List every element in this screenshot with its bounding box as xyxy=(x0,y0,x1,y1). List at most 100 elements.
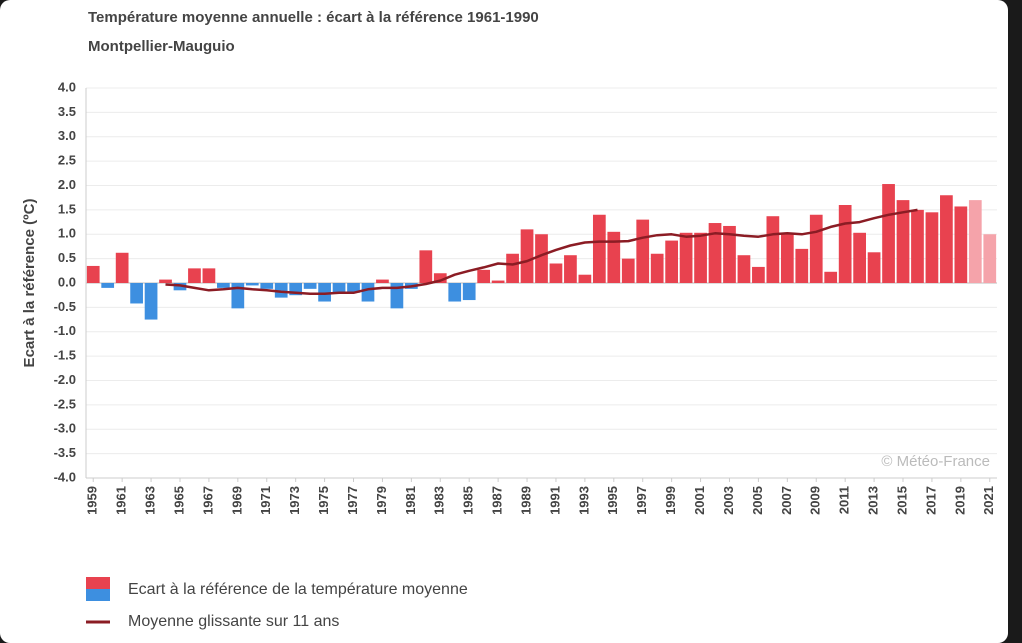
y-tick-label: -0.5 xyxy=(54,299,76,314)
y-tick-label: 4.0 xyxy=(58,79,76,94)
bar xyxy=(940,195,953,283)
x-tick-label: 1983 xyxy=(432,486,447,515)
bar xyxy=(838,205,852,283)
bar xyxy=(520,229,534,283)
bar xyxy=(419,250,433,283)
bar xyxy=(390,283,404,309)
chart-title: Température moyenne annuelle : écart à l… xyxy=(88,9,539,26)
x-tick-label: 2001 xyxy=(692,486,707,515)
bar xyxy=(809,214,823,283)
y-axis-label: Ecart à la référence (ºC) xyxy=(21,199,38,368)
bar xyxy=(462,283,476,301)
bar xyxy=(650,253,664,283)
bar xyxy=(448,283,462,302)
bar xyxy=(535,234,548,283)
bar xyxy=(694,232,707,283)
bar xyxy=(506,253,519,283)
y-tick-label: 3.5 xyxy=(58,104,76,119)
y-tick-label: 3.0 xyxy=(58,128,76,143)
bar xyxy=(347,283,360,293)
x-tick-label: 2007 xyxy=(779,486,794,515)
legend-swatch xyxy=(86,577,110,589)
x-tick-label: 1975 xyxy=(316,486,331,515)
bar xyxy=(115,252,129,283)
bar xyxy=(202,268,216,283)
x-tick-label: 1959 xyxy=(85,486,100,515)
bar xyxy=(361,283,375,302)
bar xyxy=(592,214,606,283)
x-tick-label: 1967 xyxy=(200,486,215,515)
x-tick-label: 2013 xyxy=(866,486,881,515)
x-tick-label: 1993 xyxy=(576,486,591,515)
bar xyxy=(303,283,317,289)
y-tick-label: 0.0 xyxy=(58,274,76,289)
x-tick-label: 1995 xyxy=(605,486,620,515)
x-tick-label: 1991 xyxy=(547,486,562,515)
x-tick-label: 1961 xyxy=(114,486,129,515)
bar xyxy=(332,283,346,294)
x-tick-label: 1981 xyxy=(403,486,418,515)
x-tick-label: 1963 xyxy=(143,486,158,515)
bar xyxy=(882,184,895,283)
bar xyxy=(376,279,389,283)
chart-subtitle: Montpellier-Mauguio xyxy=(88,38,235,55)
bar xyxy=(86,265,100,283)
y-tick-label: -2.0 xyxy=(54,372,76,387)
y-tick-label: 2.5 xyxy=(58,153,76,168)
x-tick-label: 2011 xyxy=(837,486,852,514)
x-tick-label: 1985 xyxy=(461,486,476,515)
bar xyxy=(549,263,563,283)
bar xyxy=(665,240,679,283)
x-tick-label: 2017 xyxy=(923,486,938,515)
x-tick-label: 2015 xyxy=(894,486,909,515)
x-tick-label: 1971 xyxy=(258,486,273,515)
legend-label: Ecart à la référence de la température m… xyxy=(128,581,468,598)
x-tick-label: 1989 xyxy=(518,486,533,515)
x-tick-label: 1987 xyxy=(490,486,505,515)
bar xyxy=(737,255,751,283)
x-tick-label: 2003 xyxy=(721,486,736,515)
bar xyxy=(954,206,968,283)
y-tick-label: -3.5 xyxy=(54,445,76,460)
bar xyxy=(433,273,447,283)
bar xyxy=(780,234,794,283)
bar xyxy=(245,283,259,286)
x-tick-label: 1973 xyxy=(287,486,302,515)
x-tick-label: 1997 xyxy=(634,486,649,515)
x-tick-label: 2005 xyxy=(750,486,765,515)
bar xyxy=(260,283,274,289)
watermark: © Météo-France xyxy=(881,453,990,470)
legend-swatch xyxy=(86,589,110,601)
bar xyxy=(867,252,881,283)
y-tick-label: -4.0 xyxy=(54,469,76,484)
bar xyxy=(911,209,924,283)
y-tick-label: 0.5 xyxy=(58,250,76,265)
bar xyxy=(101,283,115,288)
bar xyxy=(636,219,650,283)
x-tick-label: 2009 xyxy=(808,486,823,515)
bar xyxy=(217,283,230,288)
x-tick-label: 1965 xyxy=(171,486,186,515)
bar xyxy=(896,200,910,283)
x-tick-label: 1977 xyxy=(345,486,360,515)
moving-average-line xyxy=(165,208,918,295)
legend-label: Moyenne glissante sur 11 ans xyxy=(128,613,339,630)
x-tick-label: 2021 xyxy=(981,486,996,515)
bar xyxy=(274,283,288,298)
x-tick-label: 1979 xyxy=(374,486,389,515)
bar xyxy=(564,255,577,283)
y-tick-label: -1.5 xyxy=(54,348,76,363)
bar xyxy=(766,216,780,283)
bar xyxy=(925,212,939,283)
y-tick-label: -3.0 xyxy=(54,421,76,436)
bar xyxy=(159,279,172,283)
y-tick-label: -2.5 xyxy=(54,396,76,411)
bar xyxy=(607,231,621,283)
bar xyxy=(853,232,866,283)
bar xyxy=(318,283,331,302)
bar xyxy=(491,280,505,283)
y-tick-label: 1.5 xyxy=(58,201,76,216)
bar xyxy=(795,248,809,283)
y-tick-label: -1.0 xyxy=(54,323,76,338)
